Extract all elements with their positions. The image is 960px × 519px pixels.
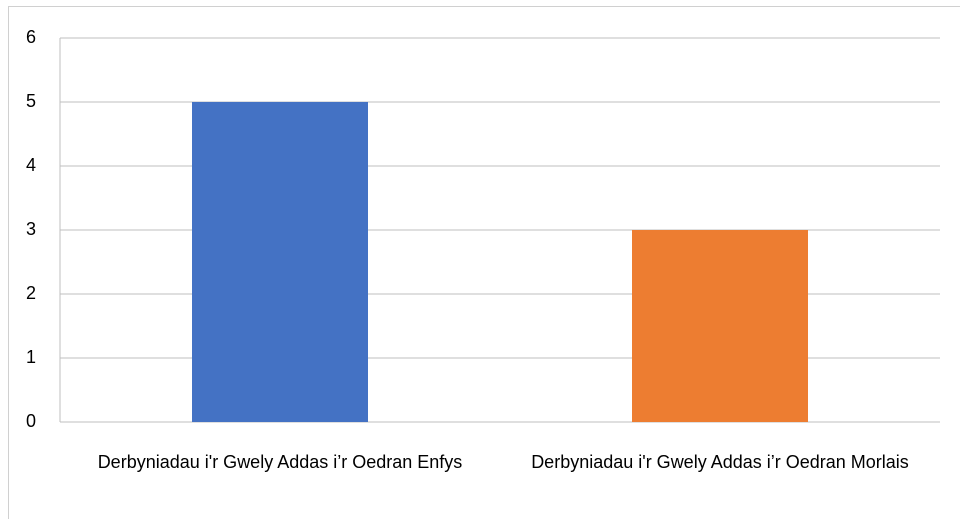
x-tick-label: Derbyniadau i'r Gwely Addas i’r Oedran E… [97, 452, 463, 472]
y-tick-label: 4 [26, 155, 36, 175]
chart-border [8, 6, 960, 519]
bar [632, 230, 808, 422]
y-tick-label: 1 [26, 347, 36, 367]
y-tick-label: 2 [26, 283, 36, 303]
bar [192, 102, 368, 422]
y-tick-label: 6 [26, 27, 36, 47]
y-tick-label: 5 [26, 91, 36, 111]
y-tick-label: 3 [26, 219, 36, 239]
y-tick-label: 0 [26, 411, 36, 431]
x-tick-label: Derbyniadau i'r Gwely Addas i’r Oedran M… [531, 452, 909, 472]
